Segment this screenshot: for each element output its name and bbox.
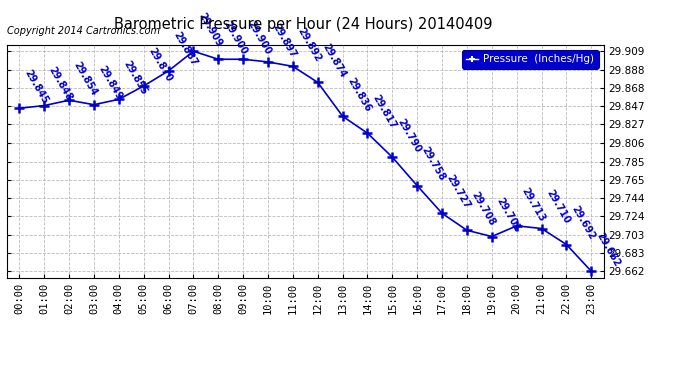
Text: 29.662: 29.662	[594, 231, 622, 268]
Text: 29.790: 29.790	[395, 117, 422, 154]
Text: 29.900: 29.900	[221, 19, 248, 57]
Text: 29.854: 29.854	[72, 60, 99, 98]
Text: 29.710: 29.710	[544, 188, 572, 226]
Text: 29.870: 29.870	[146, 46, 174, 83]
Text: 29.848: 29.848	[47, 65, 75, 103]
Text: 29.727: 29.727	[445, 173, 472, 211]
Text: 29.909: 29.909	[196, 11, 224, 48]
Text: 29.892: 29.892	[296, 26, 323, 64]
Legend: Pressure  (Inches/Hg): Pressure (Inches/Hg)	[462, 50, 598, 69]
Text: 29.713: 29.713	[520, 186, 547, 223]
Text: Barometric Pressure per Hour (24 Hours) 20140409: Barometric Pressure per Hour (24 Hours) …	[115, 17, 493, 32]
Text: 29.849: 29.849	[97, 64, 124, 102]
Text: 29.836: 29.836	[346, 76, 373, 114]
Text: 29.758: 29.758	[420, 146, 448, 183]
Text: 29.701: 29.701	[495, 196, 522, 234]
Text: 29.897: 29.897	[270, 22, 298, 59]
Text: 29.817: 29.817	[371, 93, 397, 130]
Text: 29.900: 29.900	[246, 19, 273, 57]
Text: 29.708: 29.708	[470, 190, 497, 228]
Text: 29.874: 29.874	[321, 42, 348, 80]
Text: 29.845: 29.845	[22, 68, 50, 105]
Text: 29.887: 29.887	[171, 30, 199, 68]
Text: 29.692: 29.692	[569, 204, 597, 242]
Text: 29.855: 29.855	[121, 59, 149, 96]
Text: Copyright 2014 Cartronics.com: Copyright 2014 Cartronics.com	[7, 26, 160, 36]
